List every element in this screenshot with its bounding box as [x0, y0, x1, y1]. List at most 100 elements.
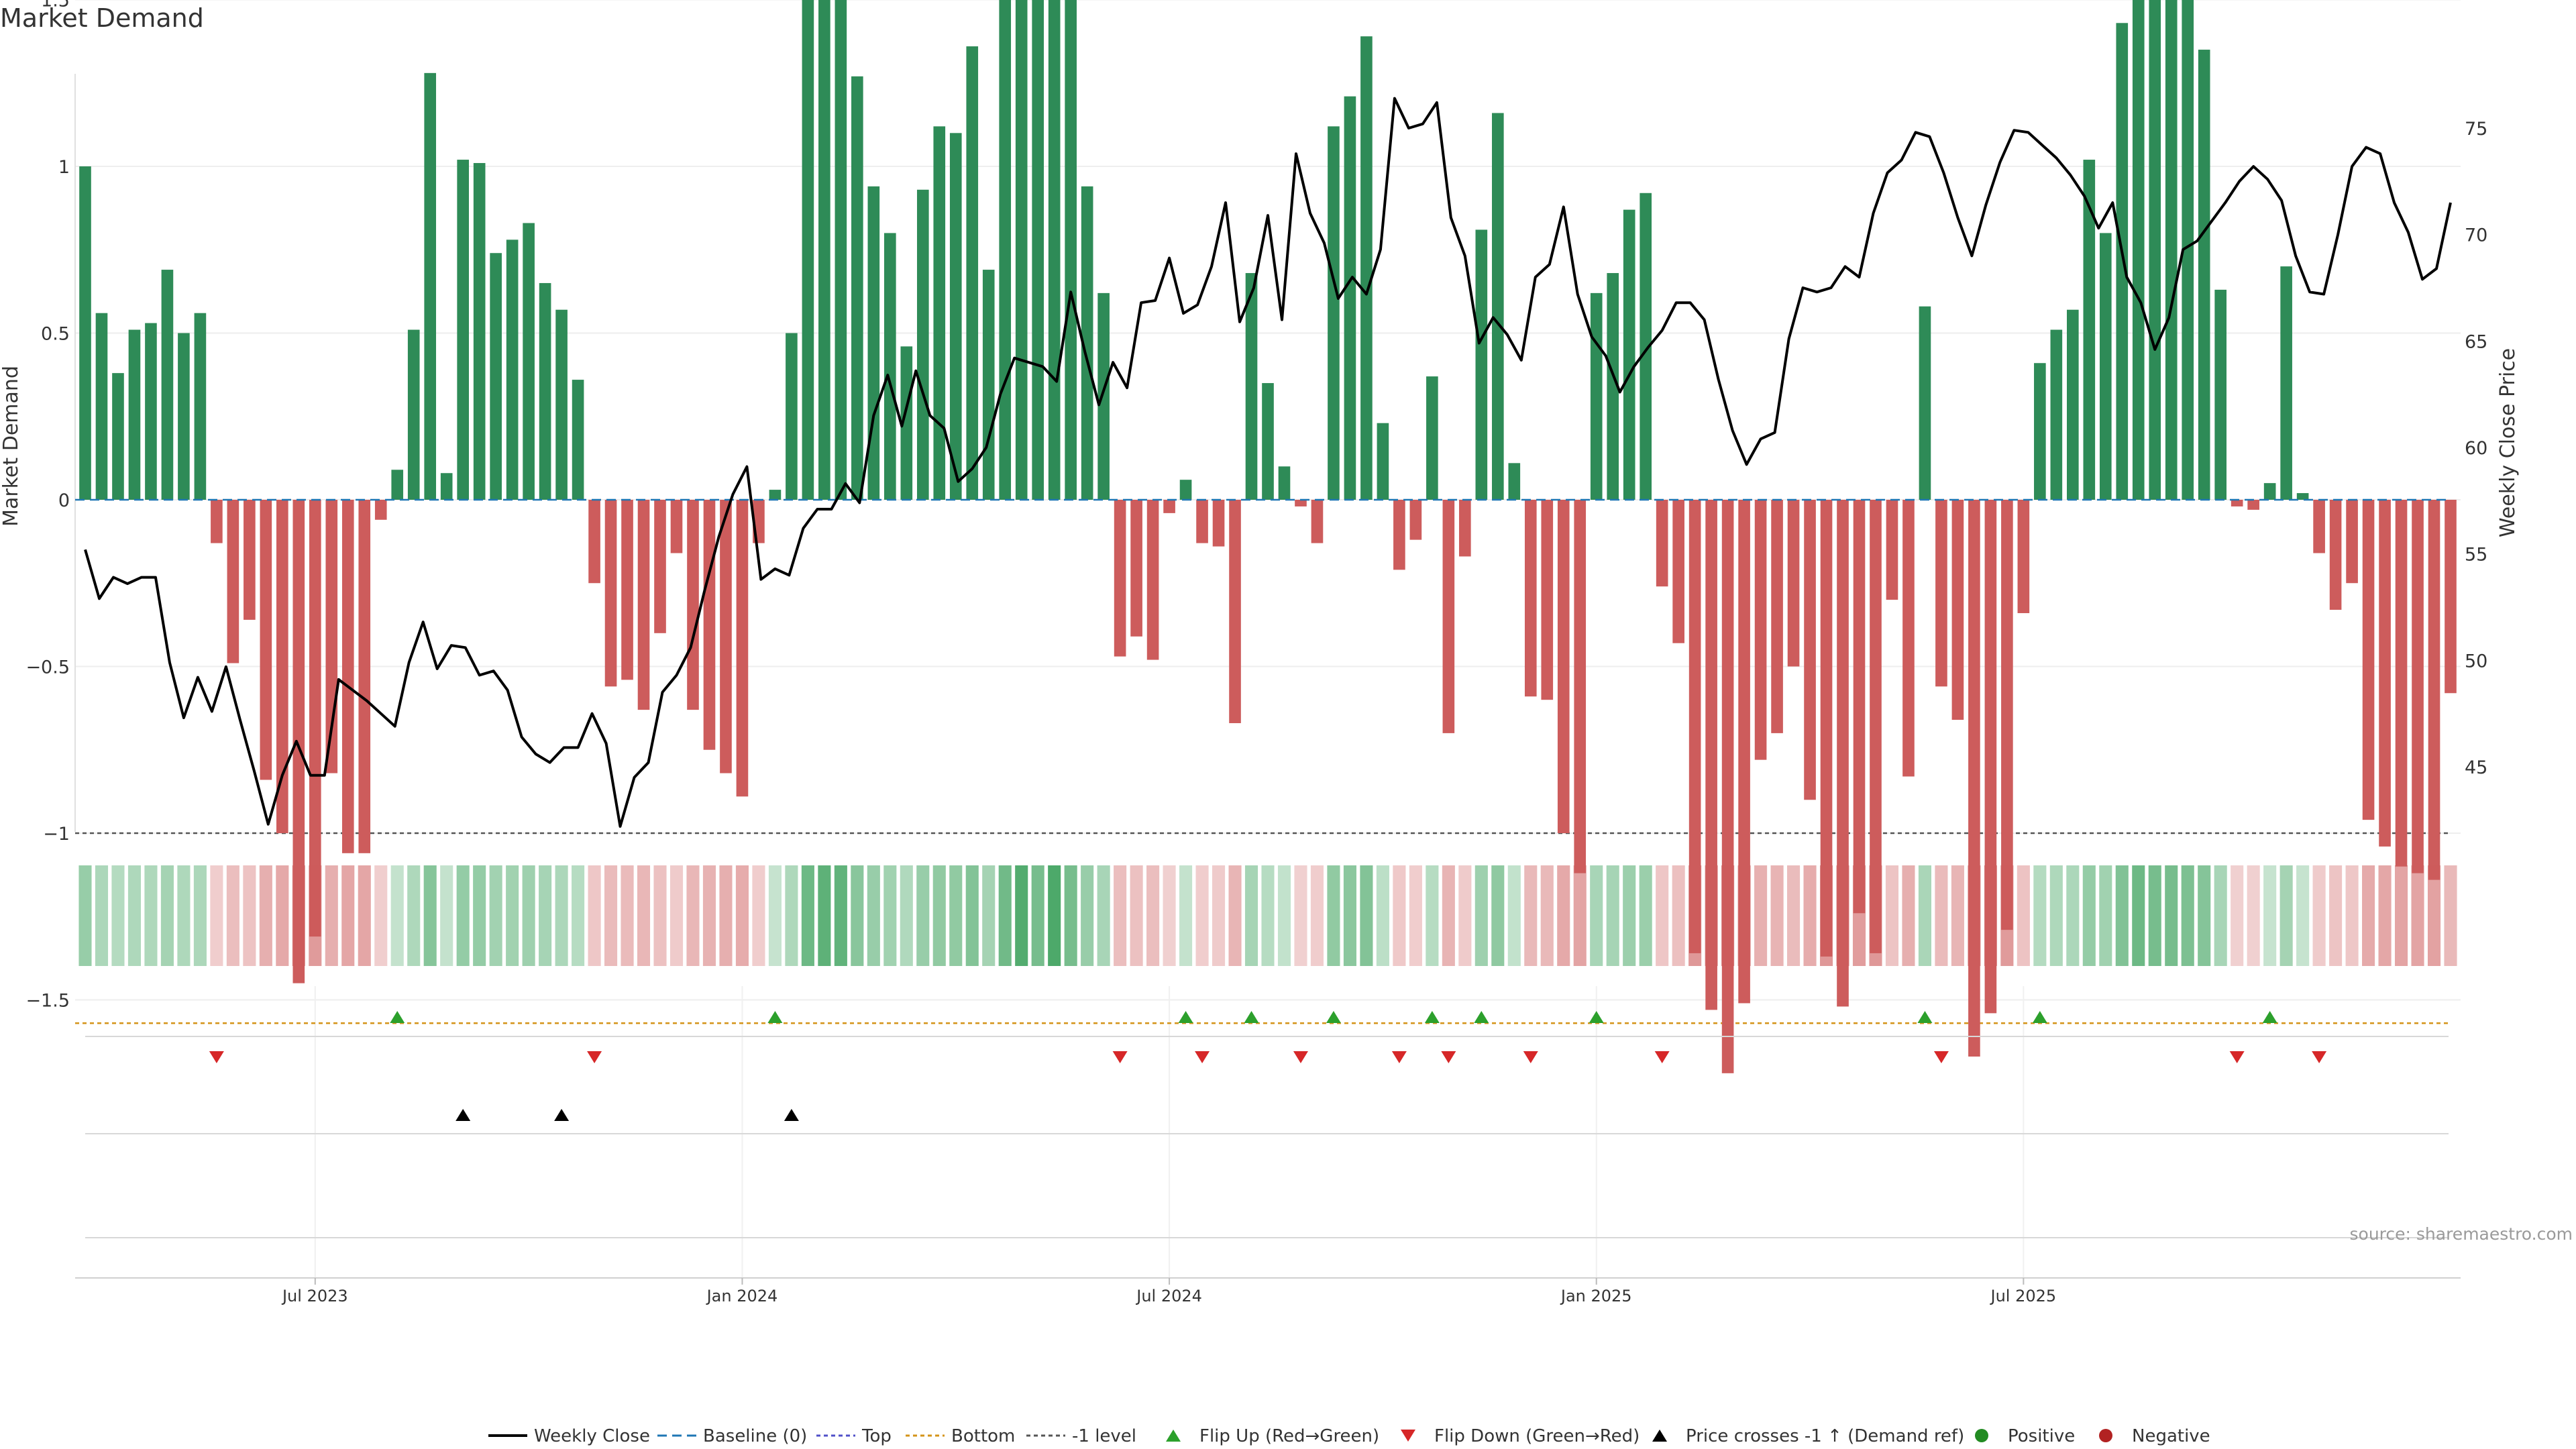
heat-cell [1606, 865, 1619, 966]
axes [74, 74, 2461, 1279]
demand-bar [769, 490, 782, 500]
demand-bar [2214, 289, 2227, 500]
flip-up-marker [1474, 1011, 1489, 1023]
x-tick-label: Jul 2025 [1990, 1287, 2057, 1305]
heat-cell [1557, 865, 1570, 966]
demand-bar [227, 500, 239, 663]
heat-cell [949, 865, 963, 966]
heat-cell [1787, 865, 1801, 966]
demand-bar [95, 313, 108, 500]
heat-cell [309, 865, 322, 966]
heat-cell [489, 865, 502, 966]
demand-bar [407, 329, 420, 500]
demand-bar [374, 500, 387, 520]
heat-cell [1869, 865, 1882, 966]
heat-cell [1836, 865, 1849, 966]
demand-bar [2395, 500, 2408, 867]
right-tick-label: 70 [2465, 225, 2487, 246]
heat-cell [555, 865, 568, 966]
demand-bar [1886, 500, 1898, 600]
heat-cell [1819, 865, 1833, 966]
heat-cell [423, 865, 437, 966]
heat-cell [177, 865, 191, 966]
demand-bar [966, 46, 979, 500]
demand-bar [572, 380, 584, 500]
demand-bar [1853, 500, 1866, 914]
demand-bar [1475, 229, 1488, 500]
demand-bar [2313, 500, 2325, 553]
heat-cell [2066, 865, 2080, 966]
demand-bar [1262, 383, 1274, 500]
demand-bar [2198, 50, 2210, 500]
x-tick-label: Jul 2023 [281, 1287, 348, 1305]
demand-bar [1377, 423, 1389, 500]
flip-down-marker [1112, 1051, 1128, 1063]
demand-bar [2099, 233, 2112, 500]
heat-cell [2033, 865, 2047, 966]
demand-bar [2362, 500, 2375, 820]
heat-cell [1015, 865, 1028, 966]
legend-swatch-price-cross [1652, 1430, 1667, 1442]
demand-bar [1919, 306, 1931, 500]
demand-bar [523, 223, 535, 500]
heat-cell [2362, 865, 2375, 966]
heat-cell [522, 865, 535, 966]
heat-cell [2345, 865, 2359, 966]
heat-cell [374, 865, 388, 966]
heat-cell [1376, 865, 1389, 966]
demand-bar [1114, 500, 1126, 657]
heat-cell [1212, 865, 1226, 966]
heat-cell [1885, 865, 1899, 966]
demand-bar [1623, 209, 1635, 500]
demand-heat-strip [78, 865, 2457, 966]
heat-cell [1442, 865, 1455, 966]
heat-cell [259, 865, 272, 966]
demand-bar [2247, 500, 2259, 510]
demand-bar [128, 329, 141, 500]
heat-cell [1672, 865, 1685, 966]
right-tick-label: 65 [2465, 331, 2487, 352]
demand-bar [999, 0, 1012, 500]
heat-cell [669, 865, 684, 966]
demand-bar [1902, 500, 1915, 777]
legend-label: Bottom [951, 1426, 1015, 1446]
heat-cell [1343, 865, 1356, 966]
heat-cell [127, 865, 142, 966]
heat-cell [785, 865, 798, 966]
demand-bar [1459, 500, 1471, 557]
signal-panel-lines [85, 1036, 2449, 1238]
heat-cell [144, 865, 158, 966]
demand-bar [1130, 500, 1142, 637]
x-tick-label: Jan 2024 [706, 1287, 778, 1305]
y-axis-label-right: Weekly Close Price [2496, 348, 2520, 537]
heat-cell [1573, 865, 1587, 966]
demand-bar [1672, 500, 1684, 643]
demand-bar [884, 233, 896, 500]
demand-bar [1311, 500, 1324, 543]
heat-cell [1639, 865, 1652, 966]
heat-cell [965, 865, 979, 966]
demand-bar [1360, 36, 1373, 500]
flip-down-marker [1523, 1051, 1538, 1063]
legend-swatch-positive [1975, 1429, 1988, 1442]
demand-bar [1508, 463, 1521, 500]
legend-label: -1 level [1072, 1426, 1136, 1446]
heat-cell [2000, 865, 2014, 966]
demand-bar [211, 500, 223, 543]
demand-bar [292, 500, 305, 983]
heat-cell [1852, 865, 1866, 966]
right-tick-label: 50 [2465, 651, 2487, 672]
flip-down-marker [1441, 1051, 1456, 1063]
demand-bar [161, 270, 174, 500]
demand-bar [1146, 500, 1159, 660]
heat-cell [440, 865, 453, 966]
demand-bar [309, 500, 321, 937]
price-cross-markers [455, 1109, 799, 1121]
demand-bar [720, 500, 732, 773]
demand-bar [1721, 500, 1734, 1073]
heat-cell [1507, 865, 1521, 966]
price-cross-marker [455, 1109, 471, 1121]
heat-cell [2394, 865, 2408, 966]
demand-bar [1656, 500, 1668, 587]
left-tick-labels: 2.521.510.50−0.5−1−1.5 [25, 0, 70, 1012]
